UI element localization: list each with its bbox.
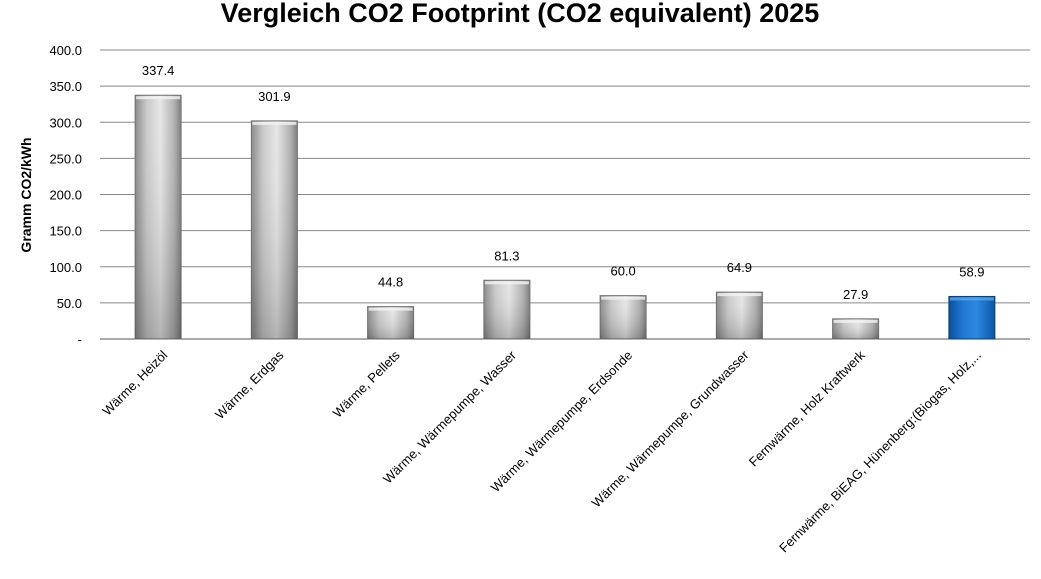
data-labels: 337.4 301.9 44.8 81.3 60.0 64.9 27.9 58.9 — [142, 63, 985, 302]
x-tick-labels: Wärme, Heizöl Wärme, Erdgas Wärme, Pellets… — [99, 347, 984, 555]
bar — [134, 94, 182, 340]
x-tick-label: Wärme, Heizöl — [99, 347, 170, 418]
y-tick-labels: - 50.0 100.0 150.0 200.0 250.0 300.0 350.0 400.0 — [49, 43, 82, 347]
y-axis-label: Gramm CO2/kWh — [18, 137, 34, 252]
x-tick-label: Wärme, Wärmepumpe, Erdsonde — [488, 348, 636, 496]
data-label: 27.9 — [843, 287, 868, 302]
data-label: 337.4 — [142, 63, 175, 78]
y-tick-label: 200.0 — [49, 188, 82, 203]
y-tick-label: 300.0 — [49, 115, 82, 130]
y-tick-label: 350.0 — [49, 79, 82, 94]
y-tick-label: 400.0 — [49, 43, 82, 58]
y-tick-label: 150.0 — [49, 224, 82, 239]
data-label: 58.9 — [959, 264, 984, 279]
data-label: 44.8 — [378, 275, 403, 290]
bar — [832, 318, 880, 340]
x-tick-label: Wärme, Erdgas — [212, 347, 287, 422]
x-tick-label: Wärme, Pellets — [330, 347, 403, 420]
y-tick-label: 50.0 — [57, 296, 82, 311]
x-tick-label: Fernwärme, BiEAG, Hünenberg:(Biogas, Hol… — [776, 348, 984, 556]
data-label: 301.9 — [258, 89, 291, 104]
bar — [367, 306, 415, 340]
bars — [134, 94, 996, 340]
data-label: 81.3 — [494, 248, 519, 263]
x-tick-label: Fernwärme, Holz Kraftwerk — [746, 347, 868, 469]
chart-title: Vergleich CO2 Footprint (CO2 equivalent)… — [221, 0, 820, 28]
bar — [250, 120, 298, 340]
gridlines — [100, 49, 1030, 340]
y-tick-label: 250.0 — [49, 151, 82, 166]
data-label: 64.9 — [727, 260, 752, 275]
data-label: 60.0 — [610, 264, 635, 279]
bar — [599, 295, 647, 340]
bar — [483, 279, 531, 340]
bar — [715, 291, 763, 340]
x-tick-label: Wärme, Wärmepumpe, Wasser — [380, 347, 519, 486]
y-tick-label: - — [78, 332, 82, 347]
bar — [948, 295, 996, 340]
y-tick-label: 100.0 — [49, 260, 82, 275]
